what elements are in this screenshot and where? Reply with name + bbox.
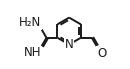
Text: H₂N: H₂N — [19, 16, 41, 29]
Text: O: O — [97, 47, 106, 60]
Text: NH: NH — [24, 47, 41, 59]
Text: N: N — [65, 38, 74, 51]
